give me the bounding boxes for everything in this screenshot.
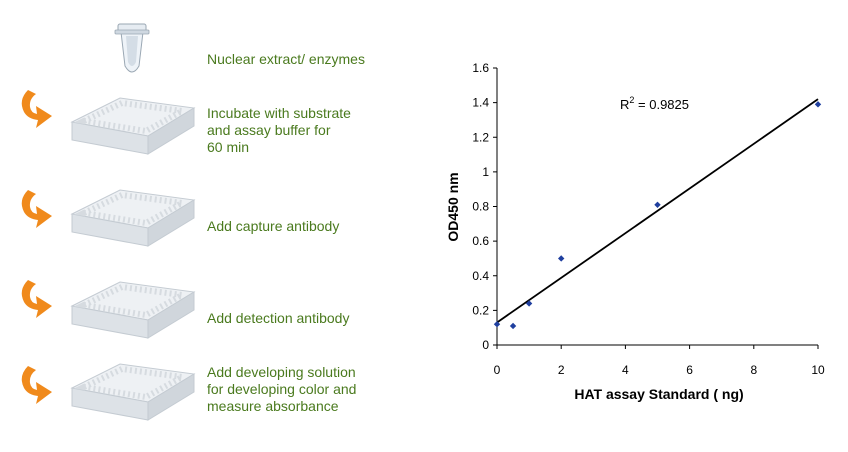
step-2-text: Incubate with substrate and assay buffer…: [207, 105, 351, 155]
data-point: [493, 321, 501, 328]
y-tick-label: 0.4: [472, 269, 489, 283]
x-tick-label: 2: [558, 363, 565, 377]
r-superscript: 2: [629, 95, 634, 105]
data-point: [558, 255, 565, 262]
arrow-icon: [21, 90, 52, 128]
y-tick-label: 0.2: [472, 303, 489, 317]
y-tick-label: 1.4: [472, 96, 489, 110]
r-value: = 0.9825: [634, 97, 689, 112]
y-tick-label: 1.6: [472, 61, 489, 75]
plate-icon: [70, 189, 196, 247]
r-label: R: [620, 97, 629, 112]
y-tick-label: 0.8: [472, 200, 489, 214]
x-tick-label: 8: [750, 363, 757, 377]
standard-curve-chart: 00.20.40.60.811.21.41.6 0 2 4 6 8 10 R2 = 0.9…: [445, 61, 825, 402]
y-tick-label: 0.6: [472, 234, 489, 248]
data-points: [493, 101, 822, 330]
data-point: [654, 201, 661, 208]
plate-icon: [70, 363, 196, 421]
plate-icon: [70, 97, 196, 155]
y-axis-ticks: 0 0.2 0.4 0.6 0.8 1 1.2 1.4 1.6: [472, 61, 497, 352]
y-tick-label: 0: [482, 338, 489, 352]
step-3-text: Add capture antibody: [207, 218, 340, 234]
data-point: [814, 101, 822, 108]
y-tick-label: 1: [482, 165, 489, 179]
x-tick-label: 0: [494, 363, 501, 377]
tube-icon: [114, 23, 150, 73]
x-tick-label: 4: [622, 363, 629, 377]
step-5-text: Add developing solution for developing c…: [207, 364, 357, 414]
plate-icon: [70, 281, 196, 339]
y-tick-label: 1.2: [472, 130, 489, 144]
arrow-icon: [21, 190, 52, 228]
arrow-icon: [21, 280, 52, 318]
arrow-icon: [21, 366, 52, 404]
x-tick-label: 10: [811, 363, 825, 377]
step-1-text: Nuclear extract/ enzymes: [207, 51, 365, 67]
step-4-text: Add detection antibody: [207, 310, 350, 326]
trendline: [496, 98, 819, 324]
x-axis-title: HAT assay Standard ( ng): [574, 386, 743, 402]
y-axis-title: OD450 nm: [445, 172, 461, 241]
x-axis-ticks: 0 2 4 6 8 10: [494, 345, 825, 377]
r-squared-annotation: R2 = 0.9825: [620, 95, 689, 112]
x-tick-label: 6: [686, 363, 693, 377]
data-point: [509, 322, 517, 330]
